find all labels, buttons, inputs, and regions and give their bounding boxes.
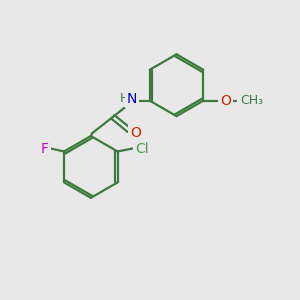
Text: CH₃: CH₃ (241, 94, 264, 107)
Text: H: H (119, 92, 129, 105)
Text: O: O (220, 94, 231, 108)
Text: N: N (127, 92, 137, 106)
Text: Cl: Cl (135, 142, 148, 155)
Text: F: F (41, 142, 49, 155)
Text: O: O (130, 126, 141, 140)
